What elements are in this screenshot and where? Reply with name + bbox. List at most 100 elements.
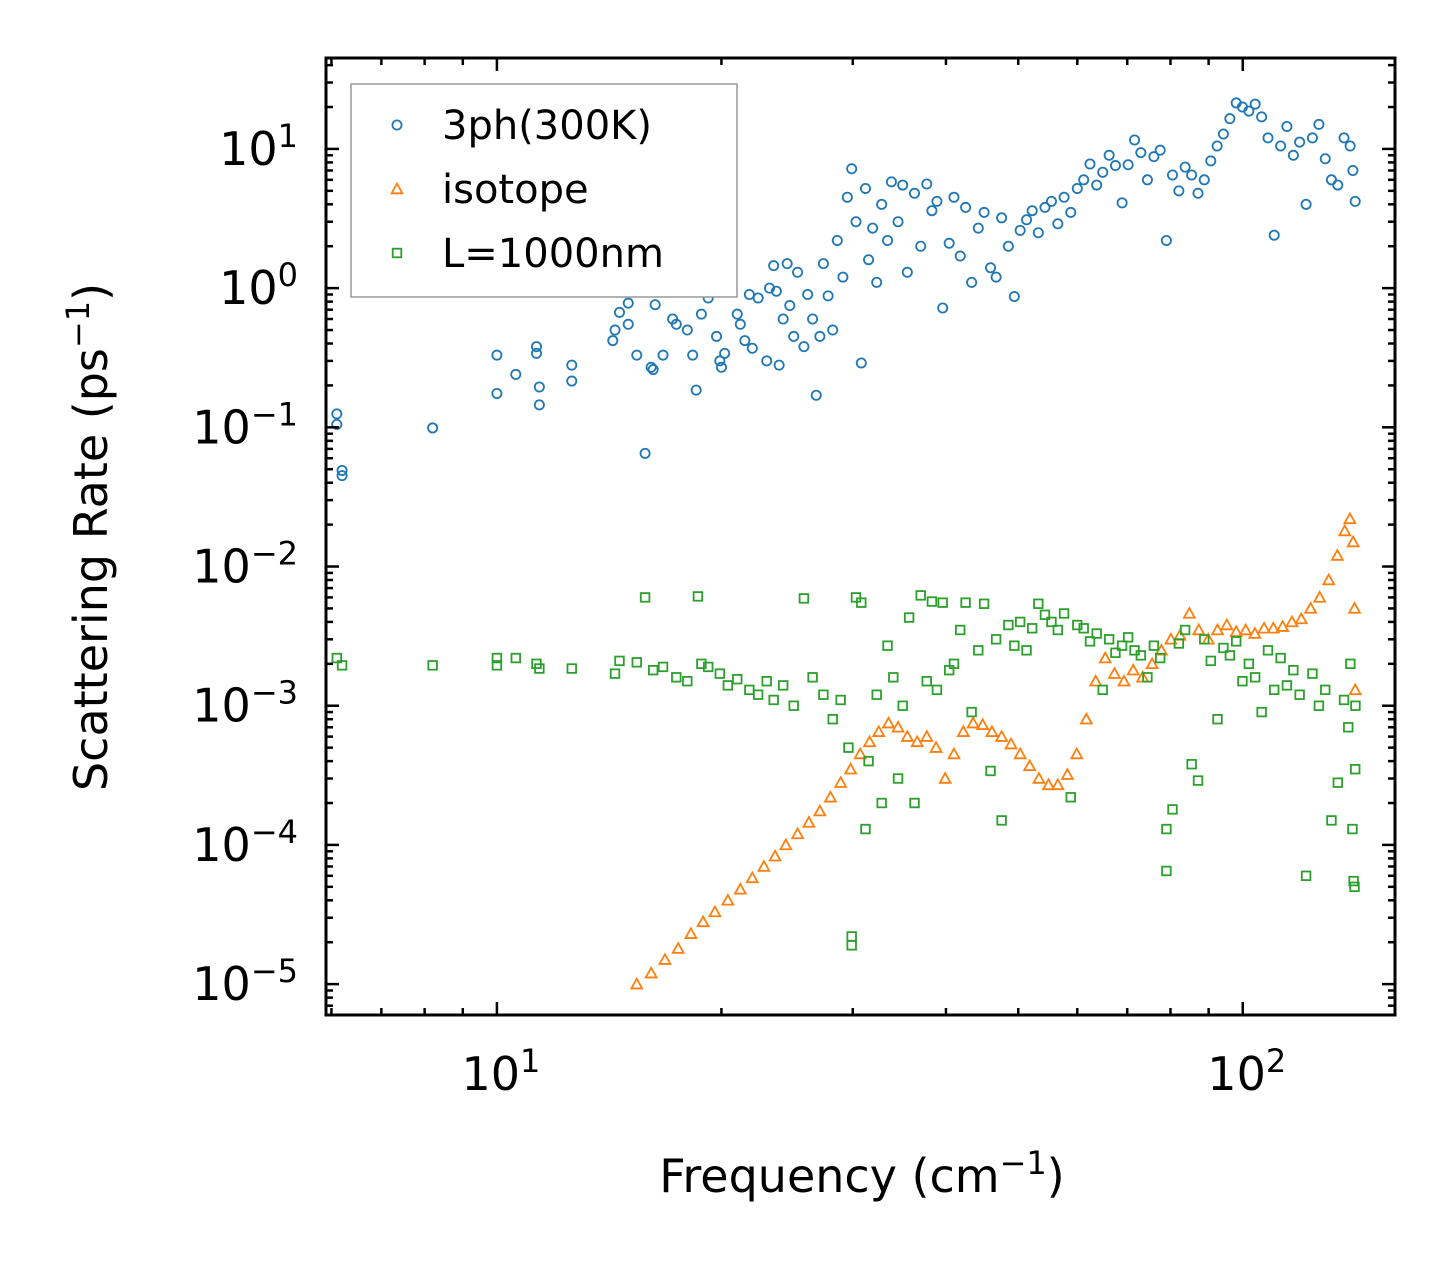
data-point <box>1122 159 1134 171</box>
data-point <box>910 734 925 748</box>
data-point <box>996 212 1008 224</box>
data-point <box>609 668 621 679</box>
data-point <box>1148 640 1160 651</box>
data-point <box>788 700 799 711</box>
data-point <box>990 634 1002 645</box>
data-point <box>1069 746 1084 760</box>
data-point <box>897 179 909 191</box>
data-point <box>1041 777 1056 791</box>
data-point <box>810 389 822 401</box>
data-point <box>1205 655 1216 667</box>
data-point <box>900 729 915 742</box>
data-point <box>926 205 938 217</box>
data-point <box>1294 611 1309 625</box>
data-point <box>1154 652 1166 664</box>
y-tick-label: 10−3 <box>192 674 298 733</box>
data-point <box>1103 634 1115 645</box>
data-point <box>427 422 439 434</box>
data-point <box>1091 628 1102 639</box>
data-point <box>534 663 545 674</box>
data-point <box>732 674 743 685</box>
data-point <box>1084 158 1096 170</box>
data-point <box>909 797 920 809</box>
data-point <box>876 198 888 210</box>
data-point <box>614 655 625 667</box>
data-point <box>1004 736 1018 750</box>
data-point <box>1009 640 1020 651</box>
data-point <box>1231 636 1242 647</box>
data-point <box>1256 111 1268 123</box>
data-point <box>1306 132 1318 144</box>
data-point <box>731 308 743 320</box>
data-point <box>966 706 977 718</box>
data-point <box>1192 775 1204 786</box>
data-point <box>943 237 955 249</box>
data-point <box>937 597 948 608</box>
data-point <box>871 724 886 737</box>
data-point <box>1275 140 1287 152</box>
data-point <box>876 797 887 809</box>
data-point <box>975 717 990 730</box>
data-point <box>1032 227 1044 239</box>
data-point <box>966 276 978 288</box>
data-point <box>1325 174 1337 186</box>
data-point <box>985 262 997 274</box>
legend-entries: 3ph(300K) isotope L=1000nm <box>390 103 664 277</box>
data-point <box>966 715 981 729</box>
data-point <box>336 660 348 671</box>
data-point <box>530 347 542 359</box>
data-point <box>1186 759 1197 770</box>
y-tick-label: 10−2 <box>192 535 298 594</box>
data-point <box>1161 865 1172 877</box>
data-point <box>1021 214 1033 226</box>
data-point <box>1312 590 1327 603</box>
data-point <box>644 965 659 979</box>
data-point <box>533 399 545 411</box>
data-point <box>613 306 625 318</box>
data-point <box>1021 645 1032 656</box>
data-point <box>850 216 862 228</box>
data-point <box>1179 161 1191 173</box>
data-point <box>491 660 503 671</box>
data-point <box>530 341 542 353</box>
data-point <box>1219 617 1234 631</box>
data-point <box>1098 650 1113 664</box>
x-tick-labels: 101 102 <box>461 1042 1286 1101</box>
data-point <box>915 240 927 252</box>
data-point <box>1218 642 1229 654</box>
data-point <box>881 715 896 729</box>
data-point <box>1163 632 1178 645</box>
data-point <box>823 790 838 803</box>
data-point <box>850 592 862 603</box>
data-point <box>681 324 693 336</box>
data-point <box>1013 746 1028 760</box>
data-point <box>1300 870 1312 882</box>
data-point <box>647 364 659 376</box>
data-point <box>919 729 934 742</box>
data-point <box>915 590 926 601</box>
data-point <box>937 302 949 314</box>
series-isotope <box>629 511 1363 990</box>
data-point <box>639 592 651 603</box>
data-point <box>533 381 545 393</box>
data-point <box>1022 758 1037 772</box>
data-point <box>1033 598 1044 609</box>
data-point <box>931 684 943 696</box>
data-point <box>1145 656 1160 670</box>
data-point <box>695 308 707 320</box>
data-point <box>1224 650 1236 661</box>
legend-box <box>350 83 738 298</box>
data-point <box>778 837 793 851</box>
data-point <box>1039 609 1051 620</box>
data-point <box>860 823 871 835</box>
data-point <box>831 234 843 246</box>
data-point <box>720 893 735 906</box>
data-point <box>1198 174 1210 186</box>
data-point <box>1186 169 1198 181</box>
data-point <box>1243 658 1255 670</box>
data-point <box>1243 105 1255 117</box>
data-point <box>892 773 904 784</box>
data-point <box>687 349 699 361</box>
data-point <box>764 282 776 294</box>
y-tick-label: 100 <box>219 256 298 315</box>
